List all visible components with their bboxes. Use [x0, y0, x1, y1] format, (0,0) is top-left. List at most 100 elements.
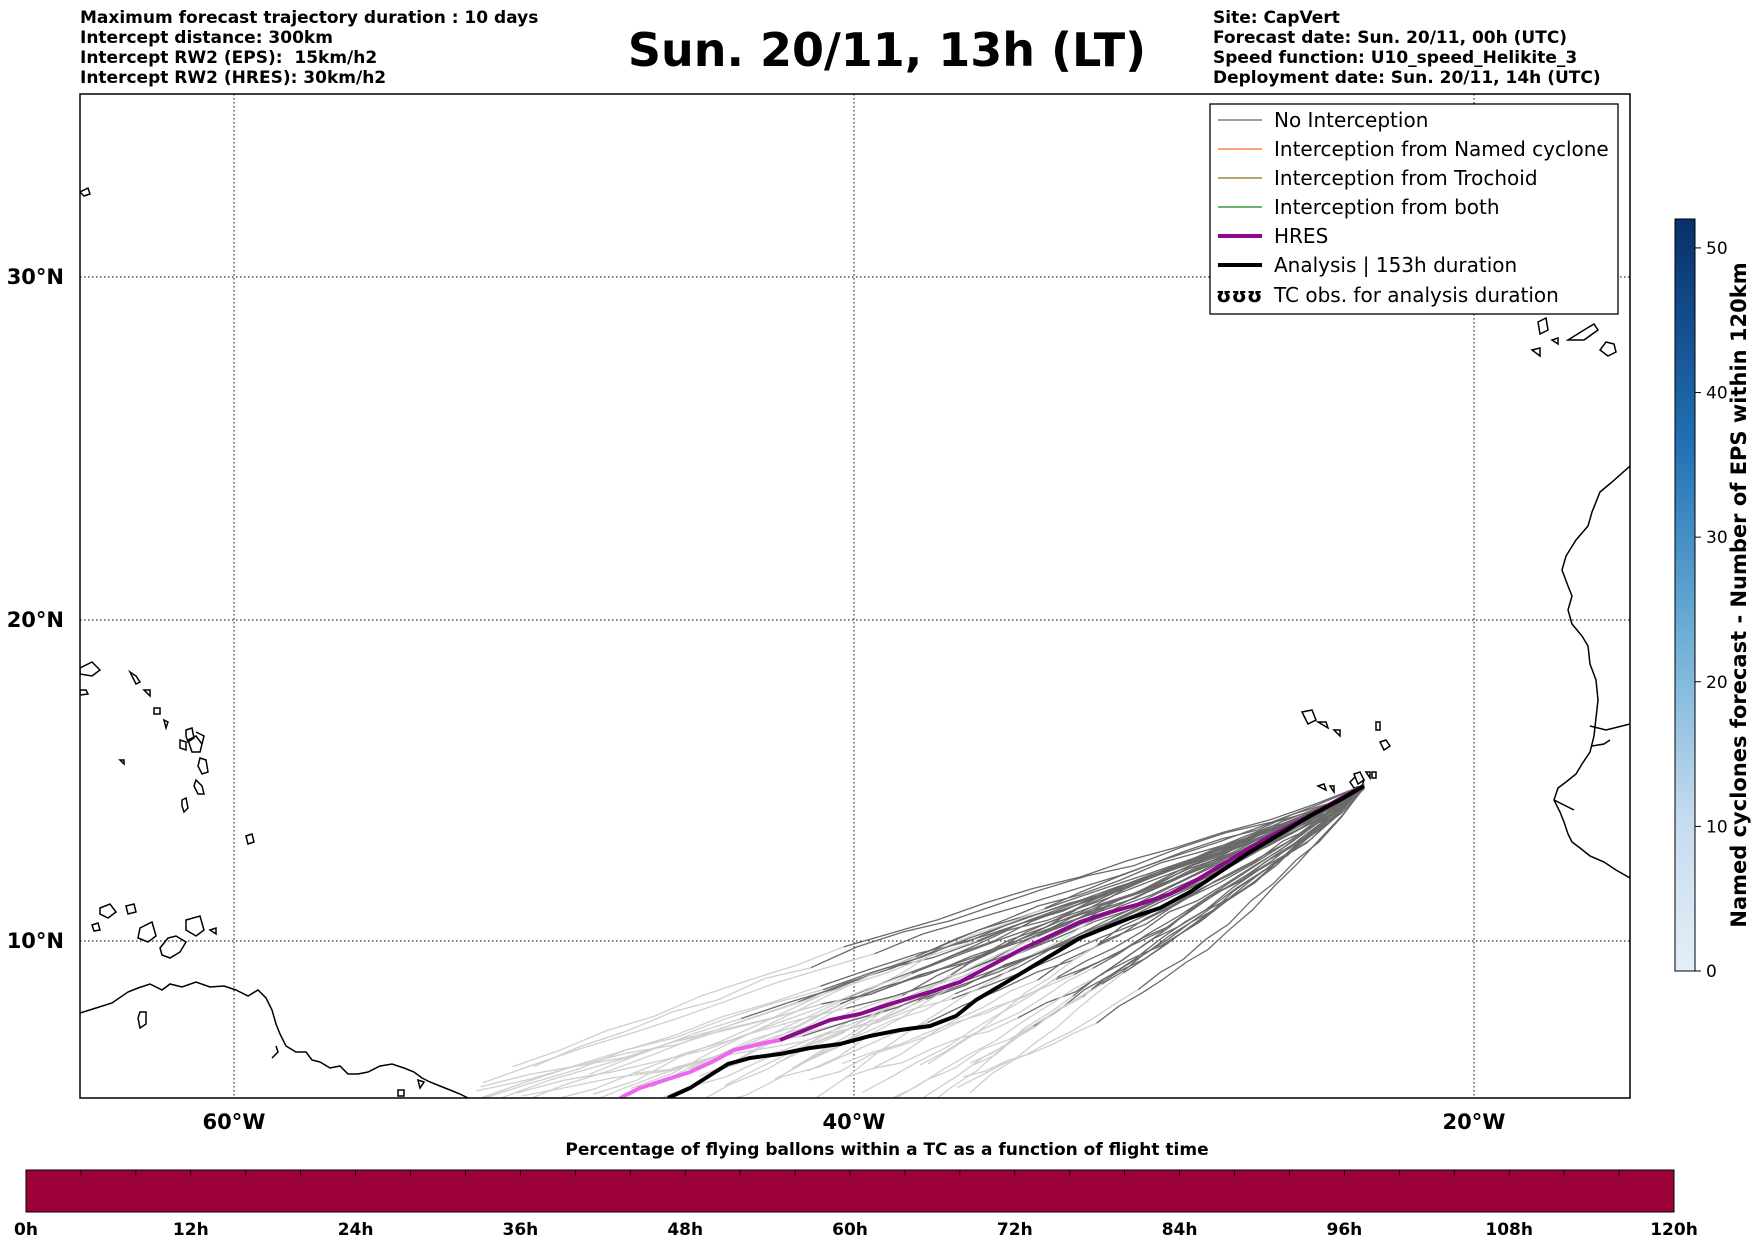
eps-trajectory: [862, 976, 1058, 1093]
eps-trajectory: [962, 1022, 1097, 1078]
eps-trajectory: [969, 972, 1124, 1094]
eps-trajectory: [482, 989, 824, 1098]
eps-trajectory: [815, 921, 1091, 1098]
eps-colorbar-tick-label: 40: [1706, 384, 1728, 404]
lat-label-10: 10°N: [7, 929, 64, 953]
longitude-labels: 60°W 40°W 20°W: [203, 1110, 1506, 1134]
caribbean-coastline: [80, 186, 469, 1098]
eps-trajectory: [1096, 787, 1365, 1024]
legend-item-analysis: Analysis | 153h duration: [1218, 253, 1517, 277]
map-legend: No Interception Interception from Named …: [1209, 103, 1619, 315]
eps-trajectory: [911, 784, 1365, 975]
eps-trajectory: [512, 946, 844, 1068]
lon-label-60: 60°W: [203, 1110, 266, 1134]
legend-label: Analysis | 153h duration: [1274, 253, 1517, 277]
eps-trajectories: [475, 782, 1365, 1098]
lat-label-30: 30°N: [7, 265, 64, 289]
legend-box: [1209, 103, 1619, 315]
eps-trajectory: [802, 784, 1365, 1037]
eps-colorbar-tick-label: 30: [1706, 528, 1728, 548]
intercept-hres-text: Intercept RW2 (HRES): 30km/h2: [80, 68, 387, 88]
tc-obs-symbol: ʊʊʊ: [1216, 283, 1262, 307]
flight-time-colorbar-ticks: 0h 12h 24h 36h 48h 60h 72h 84h 96h 108h 120h: [14, 1170, 1698, 1240]
cape-verde-islands: [1353, 771, 1377, 786]
flight-time-tick-label: 72h: [997, 1220, 1033, 1240]
eps-colorbar-ramp: [1674, 218, 1696, 972]
lon-label-40: 40°W: [823, 1110, 886, 1134]
eps-trajectory: [797, 993, 956, 1067]
speed-function-text: Speed function: U10_speed_Helikite_3: [1213, 48, 1578, 68]
eps-trajectory: [894, 988, 1092, 1098]
deployment-date-text: Deployment date: Sun. 20/11, 14h (UTC): [1213, 68, 1601, 88]
intercept-eps-text: Intercept RW2 (EPS): 15km/h2: [80, 48, 378, 68]
legend-item-trochoid: Interception from Trochoid: [1218, 166, 1538, 190]
flight-time-tick-label: 120h: [1650, 1220, 1698, 1240]
eps-colorbar: 0 10 20 30 40 50 Named cyclones forecast - Nu…: [1674, 218, 1751, 982]
hres-track: [779, 784, 1365, 1042]
flight-time-colorbar-fill: [25, 1169, 1675, 1213]
eps-trajectory: [1073, 786, 1365, 976]
legend-item-no-interception: No Interception: [1218, 108, 1428, 132]
eps-trajectory: [534, 967, 812, 1067]
eps-trajectory: [843, 784, 1365, 948]
eps-trajectory: [841, 974, 1075, 1065]
eps-trajectory: [807, 931, 1056, 1072]
eps-colorbar-ticks: 0 10 20 30 40 50: [1695, 239, 1728, 982]
map-frame: [79, 93, 1631, 1099]
flight-time-tick-label: 60h: [832, 1220, 868, 1240]
flight-time-tick-label: 48h: [667, 1220, 703, 1240]
flight-time-tick-label: 96h: [1327, 1220, 1363, 1240]
eps-trajectory: [1137, 786, 1365, 991]
legend-item-both: Interception from both: [1218, 195, 1500, 219]
eps-trajectory: [844, 1017, 1019, 1079]
analysis-track: [667, 784, 1366, 1098]
legend-label: No Interception: [1274, 108, 1428, 132]
eps-trajectory: [927, 782, 1365, 1024]
legend-label: Interception from Named cyclone: [1274, 137, 1609, 161]
eps-trajectory: [630, 956, 917, 1089]
eps-colorbar-tick-label: 10: [1706, 817, 1728, 837]
eps-trajectory: [1044, 785, 1365, 909]
eps-trajectory: [688, 998, 952, 1070]
intercept-distance-text: Intercept distance: 300km: [80, 28, 333, 48]
lon-label-20: 20°W: [1443, 1110, 1506, 1134]
flight-time-tick-label: 108h: [1485, 1220, 1533, 1240]
eps-trajectory: [651, 996, 851, 1088]
lat-label-20: 20°N: [7, 608, 64, 632]
eps-colorbar-tick-label: 50: [1706, 239, 1728, 259]
eps-trajectory: [849, 783, 1365, 998]
eps-trajectory: [919, 967, 1094, 1066]
legend-label: TC obs. for analysis duration: [1273, 283, 1559, 307]
eps-trajectory: [970, 983, 1103, 1064]
eps-colorbar-label: Named cyclones forecast - Number of EPS …: [1727, 262, 1751, 927]
eps-trajectory: [516, 1007, 847, 1094]
eps-trajectory: [810, 784, 1365, 969]
eps-trajectory: [915, 786, 1365, 958]
flight-time-colorbar-title: Percentage of flying ballons within a TC…: [565, 1140, 1209, 1160]
legend-label: Interception from Trochoid: [1274, 166, 1538, 190]
eps-trajectory: [598, 1003, 841, 1098]
legend-item-named-cyclone: Interception from Named cyclone: [1218, 137, 1609, 161]
legend-label: Interception from both: [1274, 195, 1500, 219]
eps-trajectory: [957, 989, 1139, 1089]
eps-trajectory: [1090, 785, 1365, 991]
flight-time-tick-label: 12h: [173, 1220, 209, 1240]
legend-item-hres: HRES: [1218, 224, 1328, 248]
legend-item-tc-obs: ʊʊʊ TC obs. for analysis duration: [1216, 283, 1559, 307]
legend-label: HRES: [1274, 224, 1328, 248]
eps-trajectory: [501, 1017, 742, 1098]
eps-trajectory: [731, 1022, 928, 1098]
flight-time-tick-label: 36h: [503, 1220, 539, 1240]
hres-track-fade: [619, 1038, 781, 1098]
max-duration-text: Maximum forecast trajectory duration : 1…: [80, 8, 539, 28]
header-left-info: Maximum forecast trajectory duration : 1…: [80, 8, 538, 88]
page-title: Sun. 20/11, 13h (LT): [627, 23, 1147, 77]
eps-trajectory: [475, 1003, 822, 1092]
site-text: Site: CapVert: [1213, 8, 1340, 28]
eps-trajectory: [936, 995, 1074, 1098]
eps-trajectory: [874, 788, 1365, 955]
eps-trajectory: [557, 972, 912, 1098]
eps-trajectory: [480, 1002, 825, 1088]
flight-time-colorbar: 0h 12h 24h 36h 48h 60h 72h 84h 96h 108h 120h: [14, 1169, 1698, 1240]
